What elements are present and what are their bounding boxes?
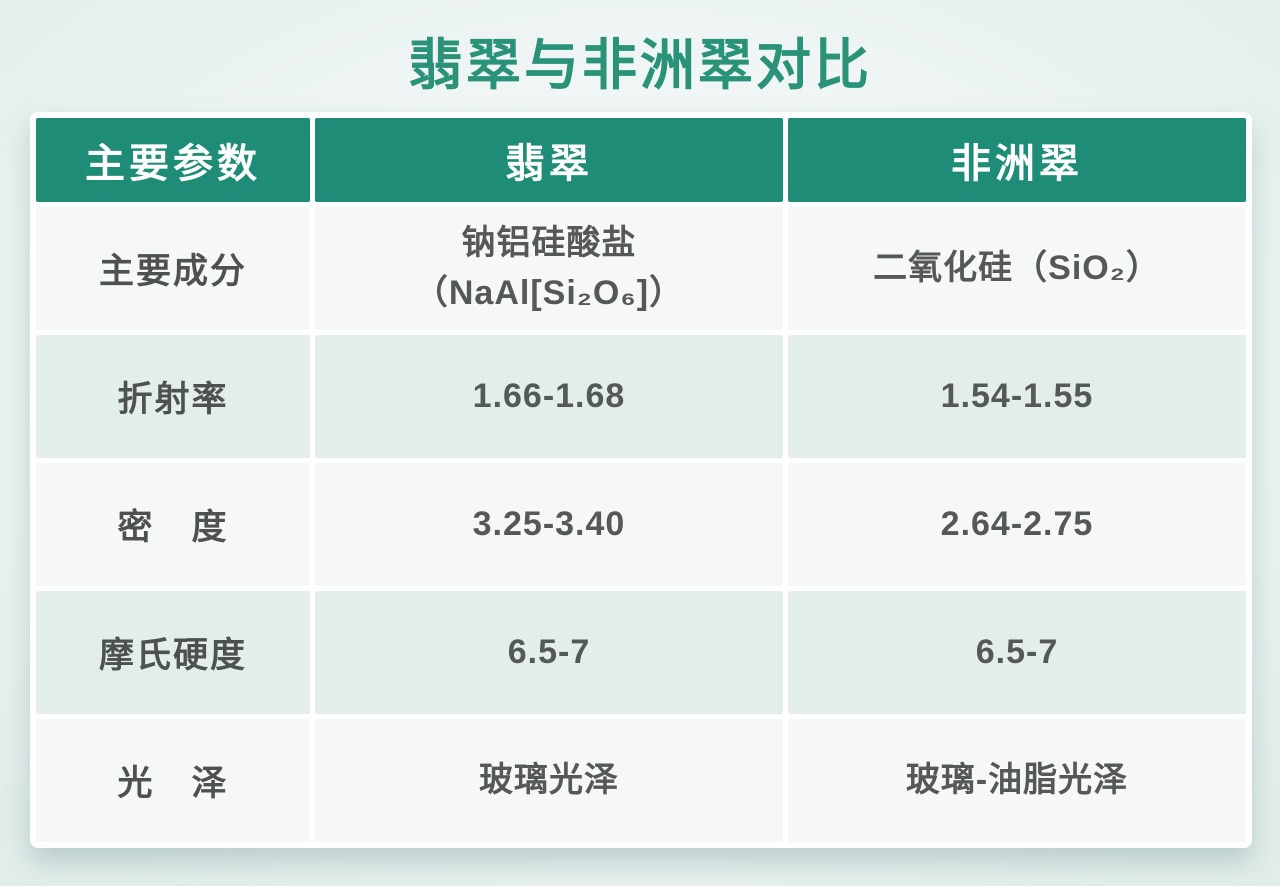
value-cell-hardness-jadeite: 6.5-7 (315, 591, 783, 714)
value-cell-refractive-jadeite: 1.66-1.68 (315, 335, 783, 458)
value-cell-composition-african: 二氧化硅（SiO₂） (788, 207, 1246, 330)
value-cell-hardness-african: 6.5-7 (788, 591, 1246, 714)
value-cell-luster-jadeite: 玻璃光泽 (315, 719, 783, 842)
value-cell-refractive-african: 1.54-1.55 (788, 335, 1246, 458)
param-cell-composition: 主要成分 (36, 207, 310, 330)
param-cell-luster: 光 泽 (36, 719, 310, 842)
param-cell-hardness: 摩氏硬度 (36, 591, 310, 714)
value-cell-luster-african: 玻璃-油脂光泽 (788, 719, 1246, 842)
value-cell-density-jadeite: 3.25-3.40 (315, 463, 783, 586)
param-cell-refractive-index: 折射率 (36, 335, 310, 458)
header-cell-african-jade: 非洲翠 (788, 118, 1246, 202)
header-cell-jadeite: 翡翠 (315, 118, 783, 202)
comparison-table: 主要参数 翡翠 非洲翠 主要成分 钠铝硅酸盐 （NaAl[Si₂O₆]） 二氧化… (30, 112, 1252, 848)
value-cell-composition-jadeite: 钠铝硅酸盐 （NaAl[Si₂O₆]） (315, 207, 783, 330)
value-cell-density-african: 2.64-2.75 (788, 463, 1246, 586)
header-cell-parameter: 主要参数 (36, 118, 310, 202)
page-title: 翡翠与非洲翠对比 (407, 34, 872, 96)
param-cell-density: 密 度 (36, 463, 310, 586)
